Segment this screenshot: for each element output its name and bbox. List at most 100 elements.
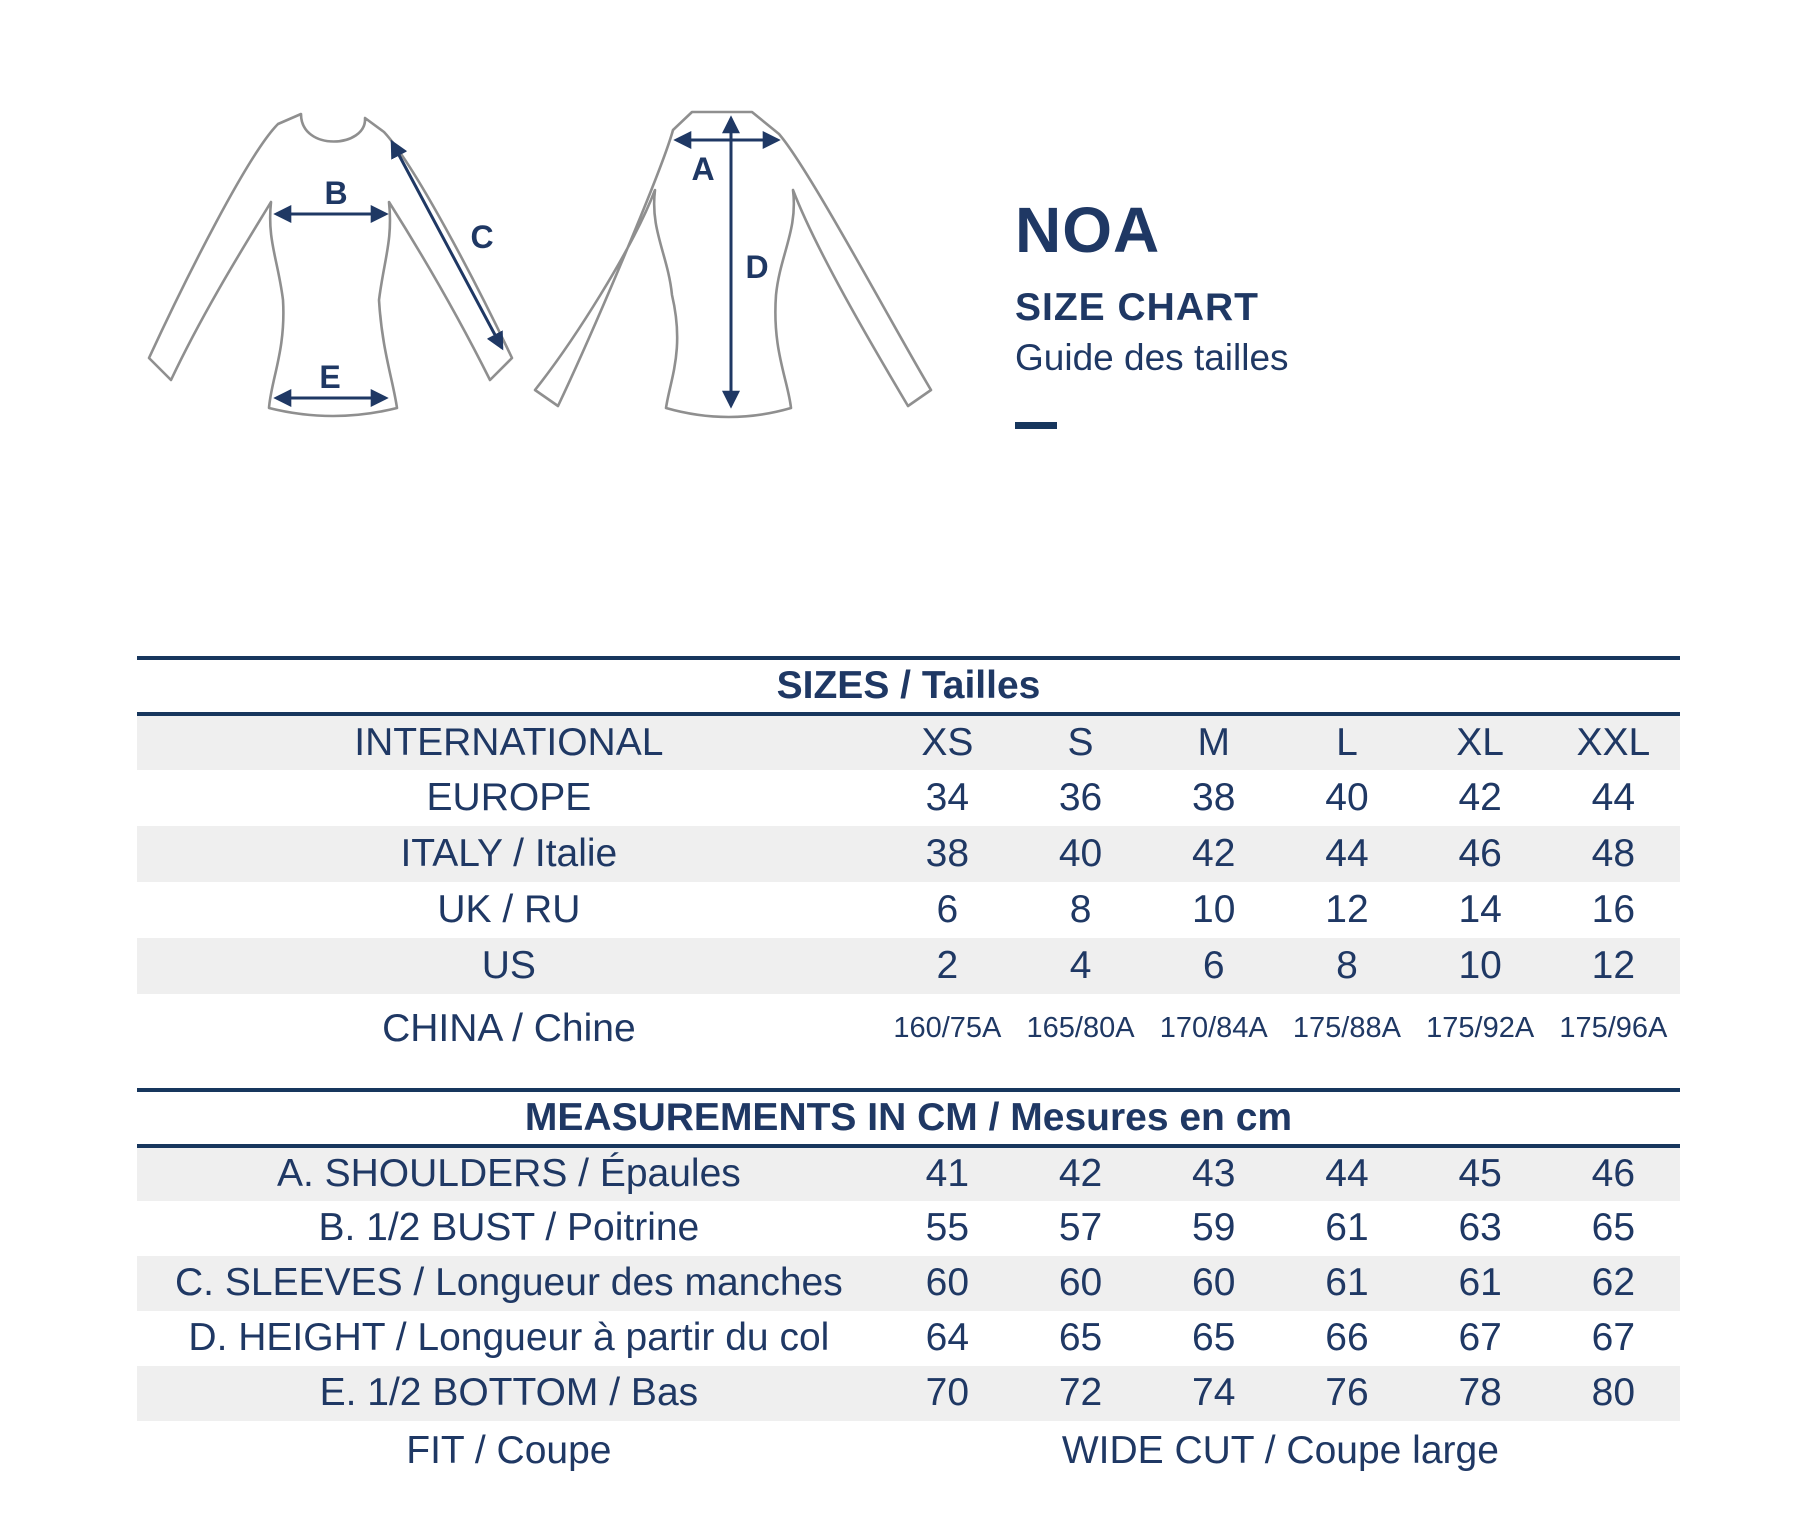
measurements-table-header-row: MEASUREMENTS IN CM / Mesures en cm: [137, 1088, 1680, 1148]
measure-value: 74: [1192, 1371, 1236, 1415]
size-value: 36: [1058, 775, 1103, 819]
table-row-bottom: E. 1/2 BOTTOM / Bas 70 72 74 76 78 80: [137, 1366, 1680, 1421]
table-row-europe: EUROPE 34 36 38 40 42 44: [137, 770, 1680, 826]
title-block: NOA SIZE CHART Guide des tailles: [1015, 198, 1515, 429]
measure-value: 62: [1591, 1261, 1636, 1305]
row-label: C. SLEEVES / Longueur des manches: [175, 1261, 843, 1305]
table-row-china: CHINA / Chine 160/75A 165/80A 170/84A 17…: [137, 994, 1680, 1064]
size-value: L: [1336, 720, 1358, 764]
table-row-height: D. HEIGHT / Longueur à partir du col 64 …: [137, 1311, 1680, 1366]
measure-value: 72: [1058, 1371, 1103, 1415]
measure-value: 45: [1458, 1152, 1502, 1196]
measure-value: 61: [1458, 1261, 1502, 1305]
measure-value: 61: [1325, 1261, 1369, 1305]
size-value: 12: [1325, 887, 1369, 931]
measure-value: 70: [925, 1371, 970, 1415]
size-value: 170/84A: [1159, 1012, 1268, 1045]
size-value: 4: [1069, 943, 1092, 987]
size-value: 8: [1336, 943, 1358, 987]
size-chart-heading: SIZE CHART: [1015, 286, 1259, 329]
row-label: EUROPE: [426, 775, 592, 819]
garment-back-diagram: D A: [533, 110, 933, 419]
size-value: 6: [1202, 943, 1225, 987]
measure-value: 60: [1058, 1261, 1103, 1305]
measure-value: 63: [1458, 1206, 1502, 1250]
table-row-shoulders: A. SHOULDERS / Épaules 41 42 43 44 45 46: [137, 1146, 1680, 1201]
row-label: US: [481, 943, 536, 987]
size-value: 175/96A: [1559, 1012, 1668, 1045]
size-value: 10: [1458, 943, 1502, 987]
measure-value: 65: [1058, 1316, 1103, 1360]
measure-value: 57: [1058, 1206, 1103, 1250]
sizes-table-header: SIZES / Tailles: [137, 656, 1680, 716]
measure-value: 64: [925, 1316, 970, 1360]
measure-value: 60: [1192, 1261, 1236, 1305]
size-value: 34: [925, 775, 970, 819]
measure-value: 76: [1325, 1371, 1369, 1415]
table-row-italy: ITALY / Italie 38 40 42 44 46 48: [137, 826, 1680, 882]
row-label: CHINA / Chine: [382, 1006, 636, 1050]
row-label: UK / RU: [437, 887, 581, 931]
measure-value: 67: [1458, 1316, 1502, 1360]
size-chart-heading-fr: Guide des tailles: [1015, 337, 1289, 378]
size-value: 16: [1591, 887, 1636, 931]
table-row-fit: FIT / Coupe WIDE CUT / Coupe large: [137, 1421, 1680, 1481]
measure-label-d: D: [745, 249, 768, 285]
product-name: NOA: [1015, 194, 1161, 266]
measure-value: 55: [925, 1206, 970, 1250]
size-value: 38: [1192, 775, 1236, 819]
measure-value: 66: [1325, 1316, 1369, 1360]
sizes-table: SIZES / Tailles INTERNATIONAL XS S M L X…: [137, 656, 1680, 1064]
size-value: S: [1067, 720, 1094, 764]
measure-value: 78: [1458, 1371, 1502, 1415]
measure-value: 67: [1591, 1316, 1636, 1360]
size-value: XL: [1456, 720, 1504, 764]
row-label: ITALY / Italie: [400, 831, 618, 875]
measure-value: 42: [1058, 1152, 1103, 1196]
table-row-us: US 2 4 6 8 10 12: [137, 938, 1680, 994]
sizes-table-header-row: SIZES / Tailles: [137, 656, 1680, 716]
row-label: B. 1/2 BUST / Poitrine: [318, 1206, 700, 1250]
size-value: 8: [1069, 887, 1092, 931]
measure-value: 61: [1325, 1206, 1369, 1250]
measure-value: 60: [925, 1261, 970, 1305]
size-value: 44: [1325, 831, 1369, 875]
row-label: E. 1/2 BOTTOM / Bas: [319, 1371, 699, 1415]
size-value: 10: [1192, 887, 1236, 931]
size-value: 165/80A: [1026, 1012, 1135, 1045]
size-value: 48: [1591, 831, 1636, 875]
measure-label-e: E: [319, 359, 340, 395]
row-label: FIT / Coupe: [406, 1428, 612, 1472]
measurements-table-header: MEASUREMENTS IN CM / Mesures en cm: [137, 1088, 1680, 1148]
measure-value: 44: [1325, 1152, 1369, 1196]
table-row-bust: B. 1/2 BUST / Poitrine 55 57 59 61 63 65: [137, 1201, 1680, 1256]
garment-back-outline: [533, 110, 933, 419]
garment-front-diagram: B C E: [147, 112, 514, 418]
size-value: 40: [1325, 775, 1369, 819]
measure-label-a: A: [691, 151, 714, 187]
table-row-international: INTERNATIONAL XS S M L XL XXL: [137, 714, 1680, 770]
size-value: 6: [936, 887, 959, 931]
size-value: 42: [1192, 831, 1236, 875]
measure-value: 43: [1192, 1152, 1236, 1196]
table-row-uk: UK / RU 6 8 10 12 14 16: [137, 882, 1680, 938]
measure-arrow-c: [390, 139, 504, 351]
size-value: XXL: [1576, 720, 1651, 764]
size-value: 175/92A: [1426, 1012, 1535, 1045]
size-value: 46: [1458, 831, 1502, 875]
measure-label-c: C: [470, 219, 493, 255]
size-value: 38: [925, 831, 970, 875]
size-value: M: [1197, 720, 1230, 764]
measurements-table: MEASUREMENTS IN CM / Mesures en cm A. SH…: [137, 1088, 1680, 1481]
size-value: 12: [1591, 943, 1636, 987]
row-label: D. HEIGHT / Longueur à partir du col: [188, 1316, 830, 1360]
measure-value: 65: [1192, 1316, 1236, 1360]
measure-value: 59: [1192, 1206, 1236, 1250]
size-value: 44: [1591, 775, 1636, 819]
title-dash: [1015, 422, 1057, 429]
fit-value: WIDE CUT / Coupe large: [1061, 1428, 1499, 1472]
size-value: 160/75A: [893, 1012, 1002, 1045]
measure-value: 80: [1591, 1371, 1636, 1415]
measure-value: 46: [1591, 1152, 1636, 1196]
